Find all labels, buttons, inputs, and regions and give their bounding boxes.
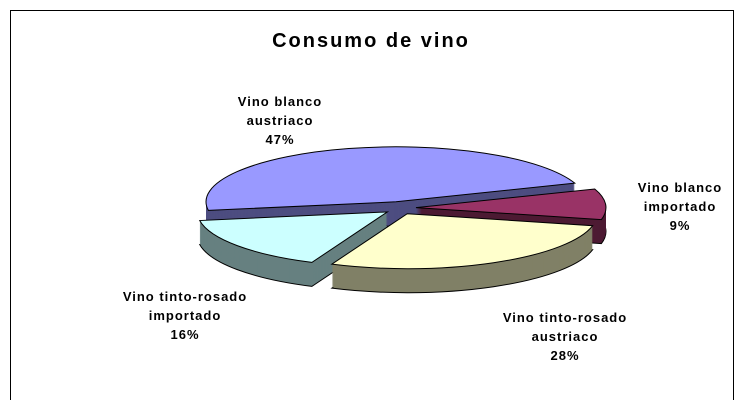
data-label: Vino blanco importado 9% (615, 178, 742, 235)
slice-top (330, 213, 594, 270)
value-label: 47% (265, 132, 295, 147)
category-label: Vino tinto-rosado importado (122, 289, 248, 323)
slice-top (198, 211, 390, 263)
slice-top (415, 188, 607, 221)
value-label: 28% (550, 348, 580, 363)
chart-title: Consumo de vino (272, 30, 470, 52)
value-label: 16% (170, 327, 200, 342)
slice-top (205, 146, 577, 211)
data-label: Vino tinto-rosado importado 16% (120, 287, 250, 344)
category-label: Vino tinto-rosado austriaco (502, 310, 628, 344)
data-label: Vino blanco austriaco 47% (215, 92, 345, 149)
data-label: Vino tinto-rosado austriaco 28% (500, 308, 630, 365)
value-label: 9% (669, 218, 691, 233)
category-label: Vino blanco austriaco (237, 94, 323, 128)
category-label: Vino blanco importado (637, 180, 723, 214)
